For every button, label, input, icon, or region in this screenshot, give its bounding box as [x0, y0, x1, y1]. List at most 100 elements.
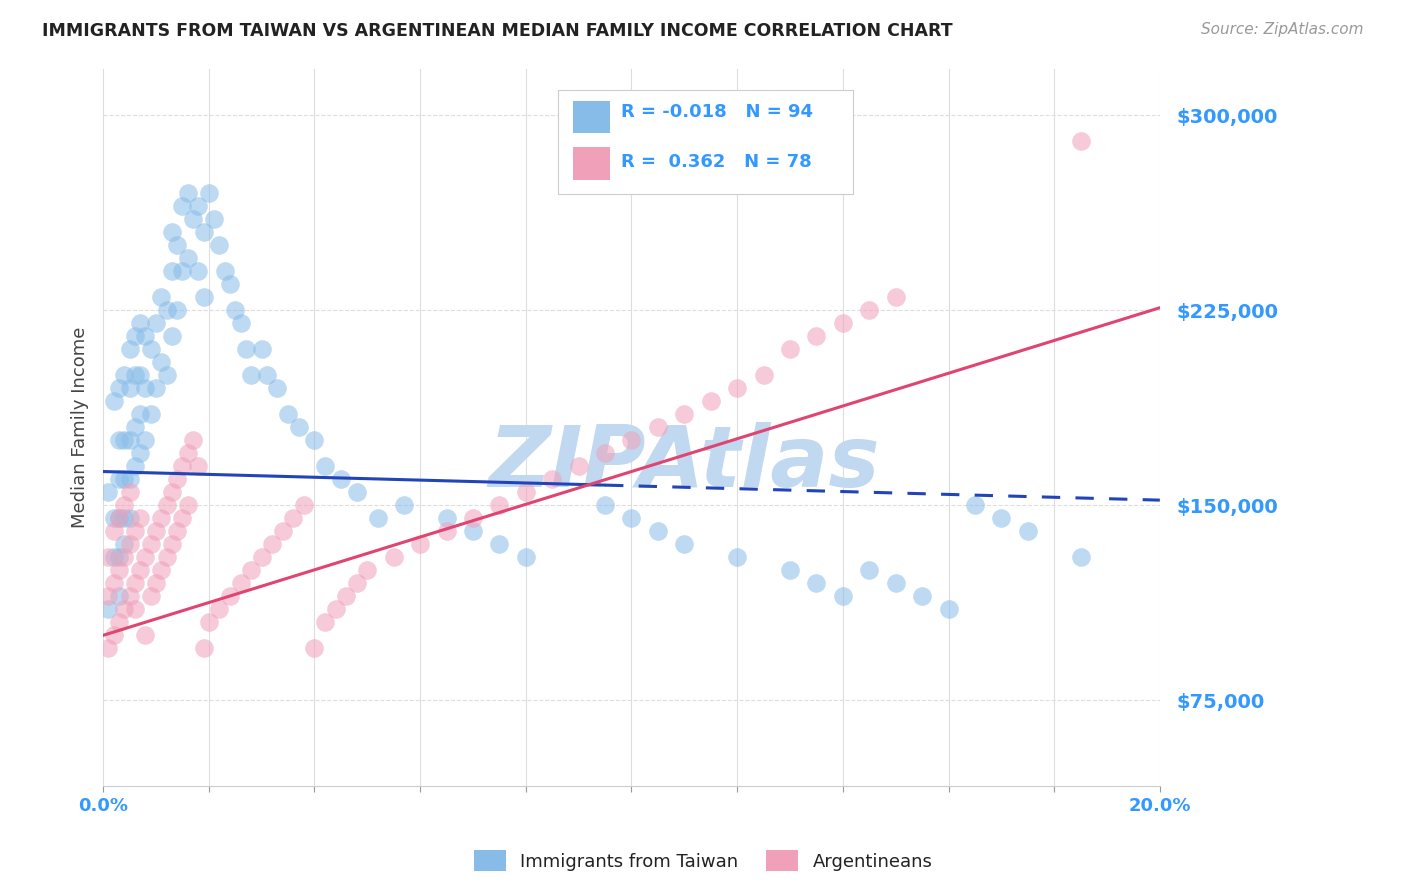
Point [103, 576, 125, 591]
Point [129, 446, 152, 460]
Point [911, 590, 934, 604]
Point [172, 511, 194, 525]
Point [97, 602, 120, 616]
Point [229, 316, 252, 330]
Point [103, 394, 125, 409]
Point [155, 499, 177, 513]
Point [831, 590, 853, 604]
Point [193, 225, 215, 239]
Point [139, 343, 162, 357]
Point [118, 537, 141, 551]
Point [97, 590, 120, 604]
Point [160, 329, 183, 343]
Point [329, 472, 352, 486]
Point [461, 524, 484, 539]
Point [884, 576, 907, 591]
Point [150, 563, 173, 577]
Point [346, 485, 368, 500]
Point [166, 303, 188, 318]
Point [541, 472, 564, 486]
Point [187, 264, 209, 278]
Point [346, 576, 368, 591]
Point [129, 563, 152, 577]
Point [124, 602, 146, 616]
Point [325, 602, 347, 616]
Point [304, 434, 326, 448]
Point [314, 615, 336, 630]
Point [176, 446, 198, 460]
Point [620, 434, 643, 448]
Point [488, 537, 510, 551]
Point [187, 199, 209, 213]
Point [219, 277, 242, 292]
Point [150, 290, 173, 304]
Point [108, 550, 131, 565]
Point [103, 550, 125, 565]
Point [1017, 524, 1039, 539]
Point [187, 459, 209, 474]
Point [229, 576, 252, 591]
Point [155, 368, 177, 383]
Point [124, 329, 146, 343]
Point [262, 537, 284, 551]
Legend: Immigrants from Taiwan, Argentineans: Immigrants from Taiwan, Argentineans [467, 843, 939, 879]
Point [118, 434, 141, 448]
FancyBboxPatch shape [558, 90, 853, 194]
Point [515, 550, 537, 565]
Point [287, 420, 309, 434]
Point [103, 628, 125, 642]
Point [858, 303, 880, 318]
Point [752, 368, 775, 383]
Point [112, 434, 135, 448]
Point [145, 524, 167, 539]
Point [129, 368, 152, 383]
Point [224, 303, 246, 318]
Point [271, 524, 294, 539]
Point [134, 628, 156, 642]
Point [488, 499, 510, 513]
Point [176, 252, 198, 266]
Point [277, 407, 299, 421]
Point [235, 343, 257, 357]
Point [725, 381, 748, 395]
Point [208, 602, 231, 616]
Point [134, 550, 156, 565]
Point [725, 550, 748, 565]
Point [700, 394, 723, 409]
Point [214, 264, 236, 278]
Text: ZIPAtlas: ZIPAtlas [488, 422, 880, 505]
Point [673, 407, 696, 421]
Point [124, 459, 146, 474]
Point [108, 434, 131, 448]
Point [108, 615, 131, 630]
Point [145, 316, 167, 330]
Text: IMMIGRANTS FROM TAIWAN VS ARGENTINEAN MEDIAN FAMILY INCOME CORRELATION CHART: IMMIGRANTS FROM TAIWAN VS ARGENTINEAN ME… [42, 22, 953, 40]
Point [176, 186, 198, 201]
Point [139, 537, 162, 551]
Point [208, 238, 231, 252]
Point [134, 434, 156, 448]
Point [118, 381, 141, 395]
Y-axis label: Median Family Income: Median Family Income [72, 326, 89, 528]
Point [112, 511, 135, 525]
Point [172, 264, 194, 278]
Point [108, 381, 131, 395]
Point [112, 602, 135, 616]
Point [593, 499, 616, 513]
Text: Source: ZipAtlas.com: Source: ZipAtlas.com [1201, 22, 1364, 37]
Point [436, 524, 458, 539]
Text: R =  0.362   N = 78: R = 0.362 N = 78 [621, 153, 811, 170]
Point [335, 590, 357, 604]
Point [112, 537, 135, 551]
Point [963, 499, 986, 513]
Point [193, 641, 215, 656]
Point [240, 368, 263, 383]
Point [806, 576, 828, 591]
Point [436, 511, 458, 525]
Point [304, 641, 326, 656]
Point [103, 511, 125, 525]
FancyBboxPatch shape [574, 101, 610, 133]
Point [160, 264, 183, 278]
Point [124, 420, 146, 434]
Point [394, 499, 416, 513]
